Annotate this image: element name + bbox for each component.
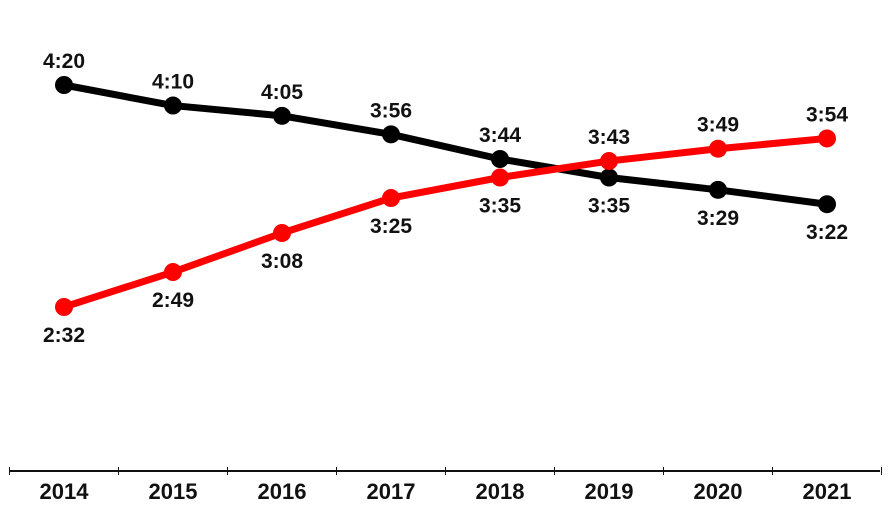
data-label-black: 3:22 bbox=[806, 221, 848, 244]
data-label-black: 3:56 bbox=[370, 99, 412, 122]
data-point-red bbox=[55, 298, 73, 316]
series-line-red bbox=[62, 134, 828, 311]
data-label-red: 2:32 bbox=[43, 324, 85, 347]
data-label-red: 3:08 bbox=[261, 250, 303, 273]
data-label-red: 3:49 bbox=[697, 114, 739, 137]
data-label-black: 3:44 bbox=[479, 124, 521, 147]
data-label-black: 4:20 bbox=[43, 50, 85, 73]
data-label-black: 3:29 bbox=[697, 207, 739, 230]
data-point-red bbox=[273, 224, 291, 242]
data-point-black bbox=[709, 180, 727, 199]
data-point-black bbox=[818, 195, 836, 214]
data-label-red: 3:43 bbox=[588, 126, 630, 149]
data-point-red bbox=[164, 263, 182, 282]
data-label-black: 4:10 bbox=[152, 71, 194, 94]
x-tick-label: 2020 bbox=[694, 479, 743, 501]
data-label-black: 4:05 bbox=[261, 81, 303, 104]
x-tick-label: 2021 bbox=[803, 479, 852, 501]
series-line-black bbox=[63, 81, 828, 208]
data-point-red bbox=[382, 189, 400, 208]
data-label-red: 2:49 bbox=[152, 289, 194, 312]
data-point-black bbox=[273, 106, 291, 125]
data-point-black bbox=[164, 96, 182, 115]
data-label-black: 3:35 bbox=[588, 195, 630, 218]
data-point-black bbox=[55, 76, 73, 94]
data-label-red: 3:25 bbox=[370, 215, 412, 238]
data-label-red: 3:54 bbox=[806, 103, 848, 126]
x-tick-label: 2014 bbox=[40, 479, 90, 501]
data-point-red bbox=[818, 129, 836, 148]
x-tick-label: 2018 bbox=[476, 479, 525, 501]
x-tick-label: 2015 bbox=[149, 479, 198, 501]
data-point-black bbox=[491, 150, 509, 168]
data-point-red bbox=[709, 139, 727, 158]
data-point-black bbox=[382, 125, 400, 144]
x-tick-label: 2019 bbox=[585, 479, 634, 501]
x-tick-label: 2017 bbox=[367, 479, 416, 501]
data-point-black bbox=[600, 168, 618, 187]
data-label-red: 3:35 bbox=[479, 195, 521, 218]
x-tick-label: 2016 bbox=[258, 479, 307, 501]
data-point-red bbox=[600, 152, 618, 171]
data-point-red bbox=[491, 168, 509, 187]
